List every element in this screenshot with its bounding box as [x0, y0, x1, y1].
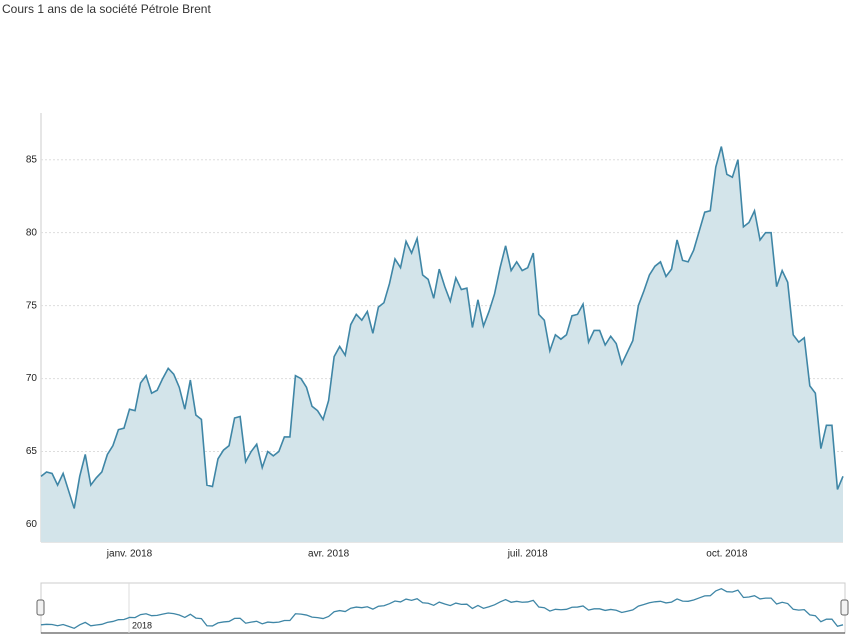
chart-title: Cours 1 ans de la société Pétrole Brent — [2, 2, 211, 16]
y-tick-label: 75 — [26, 300, 38, 311]
y-tick-label: 80 — [26, 227, 38, 238]
x-tick-label: juil. 2018 — [507, 549, 548, 560]
navigator-handle[interactable] — [840, 599, 849, 616]
y-tick-label: 70 — [26, 373, 38, 384]
x-tick-label: janv. 2018 — [106, 549, 153, 560]
y-tick-label: 60 — [26, 519, 38, 530]
navigator-label: 2018 — [132, 620, 152, 630]
x-tick-label: avr. 2018 — [308, 549, 350, 560]
x-tick-label: oct. 2018 — [706, 549, 748, 560]
navigator-line — [40, 587, 844, 630]
area — [41, 146, 843, 542]
line — [40, 146, 844, 509]
navigator-handle[interactable] — [36, 599, 45, 616]
y-tick-label: 65 — [26, 446, 38, 457]
y-tick-label: 85 — [26, 154, 38, 165]
